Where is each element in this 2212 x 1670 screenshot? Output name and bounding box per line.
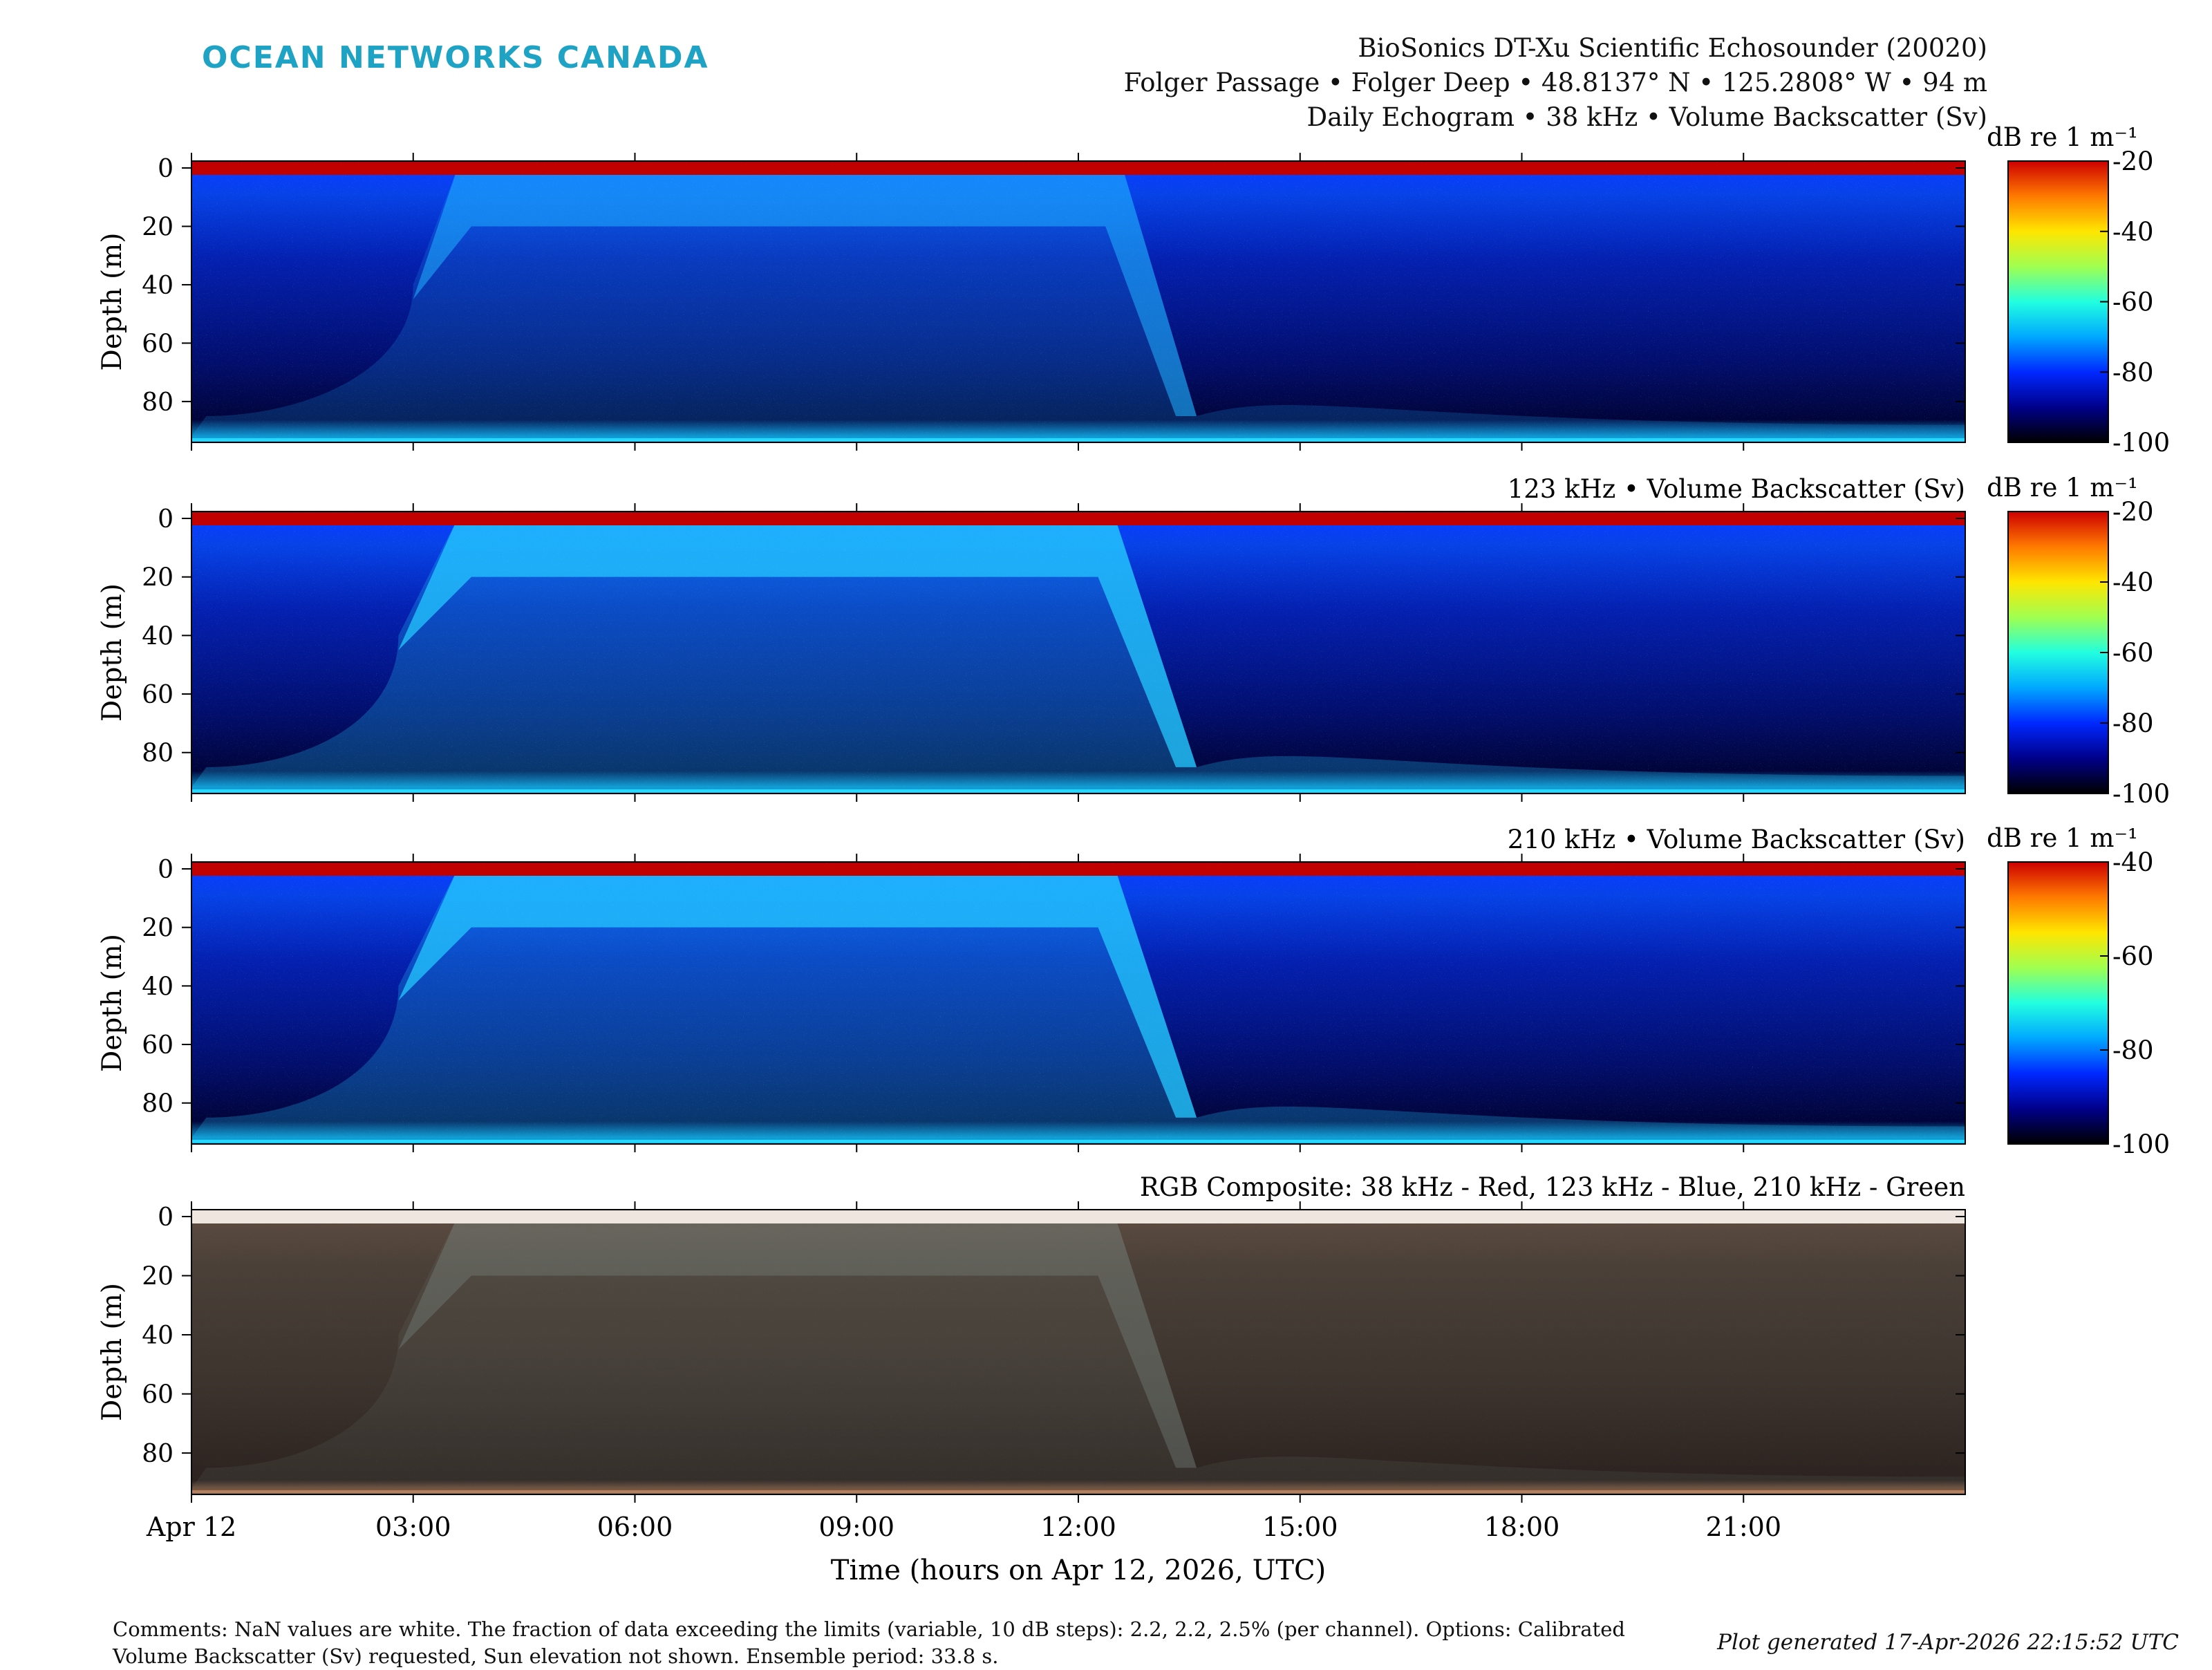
echogram-panel-2: 0 20 40 60 80 Depth (m) 123 kHz • Volume Backs…	[97, 473, 2170, 809]
colorbar-tick-label: -60	[2112, 638, 2154, 668]
y-tick-label: 80	[142, 1090, 174, 1118]
y-tick-label: 80	[142, 388, 174, 417]
y-tick-label: 80	[142, 740, 174, 768]
y-tick-label: 20	[142, 213, 174, 241]
colorbar-unit-label: dB re 1 m⁻¹	[1987, 823, 2138, 853]
panel-title: 210 kHz • Volume Backscatter (Sv)	[1508, 825, 1965, 854]
speckle-noise	[191, 862, 1965, 1144]
panel1-title: Daily Echogram • 38 kHz • Volume Backsca…	[1306, 102, 1988, 132]
x-tick-label: Apr 12	[146, 1512, 236, 1542]
y-axis-label: Depth (m)	[97, 233, 128, 371]
y-tick-label: 0	[158, 856, 174, 884]
colorbar-tick-label: -40	[2112, 567, 2154, 597]
y-tick-label: 80	[142, 1440, 174, 1468]
colorbar	[2007, 861, 2109, 1145]
generated-timestamp: Plot generated 17-Apr-2026 22:15:52 UTC	[1717, 1630, 2179, 1655]
surface-return	[191, 513, 1965, 525]
seabed-return	[191, 438, 1965, 441]
y-tick-label: 60	[142, 1031, 174, 1060]
y-tick-label: 60	[142, 681, 174, 709]
comments-line-1: Comments: NaN values are white. The frac…	[113, 1617, 1625, 1641]
colorbar-unit-label: dB re 1 m⁻¹	[1987, 473, 2138, 503]
y-axis-label: Depth (m)	[97, 583, 128, 722]
y-tick-label: 40	[142, 622, 174, 650]
colorbar	[2007, 160, 2109, 443]
colorbar-tick-label: -80	[2112, 1035, 2154, 1065]
colorbar-tick-label: -100	[2112, 1129, 2170, 1159]
y-tick-label: 60	[142, 330, 174, 358]
colorbar-unit-label: dB re 1 m⁻¹	[1987, 122, 2138, 152]
surface-return	[191, 162, 1965, 175]
y-axis-label: Depth (m)	[97, 934, 128, 1072]
comments: Comments: NaN values are white. The frac…	[113, 1616, 1723, 1670]
colorbar-tick-label: -60	[2112, 288, 2154, 317]
colorbar-tick-label: -80	[2112, 357, 2154, 387]
echogram-panel-3: 0 20 40 60 80 Depth (m) 210 kHz • Volume Backs…	[97, 823, 2170, 1159]
x-tick-label: 06:00	[597, 1512, 673, 1542]
seabed-return	[191, 1140, 1965, 1143]
colorbar-tick-label: -20	[2112, 497, 2154, 527]
y-tick-label: 0	[158, 1203, 174, 1232]
y-tick-label: 20	[142, 564, 174, 592]
y-tick-label: 60	[142, 1381, 174, 1409]
instrument-title: BioSonics DT-Xu Scientific Echosounder (…	[1358, 33, 1987, 63]
x-tick-label: 18:00	[1484, 1512, 1560, 1542]
y-tick-label: 0	[158, 505, 174, 534]
speckle-noise	[191, 1210, 1965, 1494]
surface-return	[191, 863, 1965, 876]
y-tick-label: 40	[142, 1322, 174, 1350]
comments-line-2: Volume Backscatter (Sv) requested, Sun e…	[113, 1644, 999, 1668]
y-tick-label: 40	[142, 973, 174, 1001]
x-tick-label: 03:00	[375, 1512, 451, 1542]
onc-logo: OCEAN NETWORKS CANADA	[202, 40, 709, 75]
x-axis-label: Time (hours on Apr 12, 2026, UTC)	[831, 1555, 1326, 1586]
y-tick-label: 20	[142, 914, 174, 943]
x-tick-label: 12:00	[1040, 1512, 1116, 1542]
echogram-panel-4: 0 20 40 60 80 Apr 12 03:00 06:00 09:00 12:00 15:00…	[97, 1172, 1966, 1542]
x-tick-label: 15:00	[1262, 1512, 1338, 1542]
surface-return	[191, 1211, 1965, 1223]
colorbar	[2007, 511, 2109, 794]
colorbar-tick-label: -40	[2112, 847, 2154, 877]
panel-title: 123 kHz • Volume Backscatter (Sv)	[1508, 474, 1965, 504]
x-tick-label: 21:00	[1705, 1512, 1781, 1542]
colorbar-tick-label: -40	[2112, 217, 2154, 247]
seabed-return	[191, 1490, 1965, 1493]
speckle-noise	[191, 512, 1965, 794]
echogram-panel-1: 0 20 40 60 80 Depth (m) -20 -40 -60 -80 -100 dB re …	[97, 122, 2170, 458]
seabed-return	[191, 789, 1965, 792]
x-tick-label: 09:00	[818, 1512, 894, 1542]
colorbar-tick-label: -100	[2112, 428, 2170, 458]
colorbar-tick-label: -80	[2112, 709, 2154, 738]
y-axis-label: Depth (m)	[97, 1283, 128, 1421]
panel-title: RGB Composite: 38 kHz - Red, 123 kHz - B…	[1140, 1172, 1965, 1202]
y-tick-label: 0	[158, 155, 174, 183]
colorbar-tick-label: -20	[2112, 147, 2154, 176]
location-line: Folger Passage • Folger Deep • 48.8137° …	[1123, 68, 1987, 97]
y-tick-label: 40	[142, 272, 174, 300]
speckle-noise	[191, 161, 1965, 442]
colorbar-tick-label: -60	[2112, 941, 2154, 971]
colorbar-tick-label: -100	[2112, 779, 2170, 809]
y-tick-label: 20	[142, 1263, 174, 1291]
